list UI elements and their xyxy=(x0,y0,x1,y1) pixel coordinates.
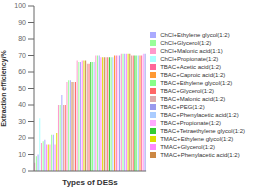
html-text:ChCl+Glycerol(1:2): ChCl+Glycerol(1:2) xyxy=(160,39,212,46)
html-text:ChCl+Ethylene glycol(1:2): ChCl+Ethylene glycol(1:2) xyxy=(160,31,230,38)
html-text:TMAC+Ethylene glycol(1:2): TMAC+Ethylene glycol(1:2) xyxy=(160,135,234,142)
html-text:TBAC+PEG(1:2): TBAC+PEG(1:2) xyxy=(160,103,205,110)
svg-text:70: 70 xyxy=(18,52,26,59)
html-text:TBAC+Ethylene glycol(1:2): TBAC+Ethylene glycol(1:2) xyxy=(160,79,233,86)
svg-text:60: 60 xyxy=(18,68,26,75)
html-text:TBAC+Phenylacetic acid(1:2): TBAC+Phenylacetic acid(1:2) xyxy=(160,111,239,118)
html-text:TMAC+Phenylacetic acid(1:2): TMAC+Phenylacetic acid(1:2) xyxy=(160,151,240,158)
html-text:TBAC+Glycerol(1:2): TBAC+Glycerol(1:2) xyxy=(160,87,214,94)
svg-text:20: 20 xyxy=(18,134,26,141)
html-text:TBAC+Malonic acid(1:2): TBAC+Malonic acid(1:2) xyxy=(160,95,226,102)
svg-text:40: 40 xyxy=(18,101,26,108)
svg-text:90: 90 xyxy=(18,19,26,26)
html-text:ChCl+Propionate(1:2): ChCl+Propionate(1:2) xyxy=(160,55,219,62)
html-text:TBAC+Tetraethylene glycol(1:2): TBAC+Tetraethylene glycol(1:2) xyxy=(160,127,245,134)
svg-text:0: 0 xyxy=(22,167,26,174)
svg-text:50: 50 xyxy=(18,85,26,92)
svg-text:10: 10 xyxy=(18,151,26,158)
svg-text:Types of DESs: Types of DESs xyxy=(62,178,118,187)
html-text:TBAC+Caproic acid(1:2): TBAC+Caproic acid(1:2) xyxy=(160,71,226,78)
html-text:ChCl+Malonic acid(1:1): ChCl+Malonic acid(1:1) xyxy=(160,47,223,54)
svg-text:30: 30 xyxy=(18,118,26,125)
html-text:TBAC+Acetic acid(1:2): TBAC+Acetic acid(1:2) xyxy=(160,63,221,70)
svg-text:Extraction efficiency/%: Extraction efficiency/% xyxy=(8,49,9,126)
svg-text:80: 80 xyxy=(18,35,26,42)
svg-text:100: 100 xyxy=(14,2,26,9)
html-text:TMAC+Glycerol(1:2): TMAC+Glycerol(1:2) xyxy=(160,143,215,150)
html-text:TBAC+Propionate(1:2): TBAC+Propionate(1:2) xyxy=(160,119,221,126)
